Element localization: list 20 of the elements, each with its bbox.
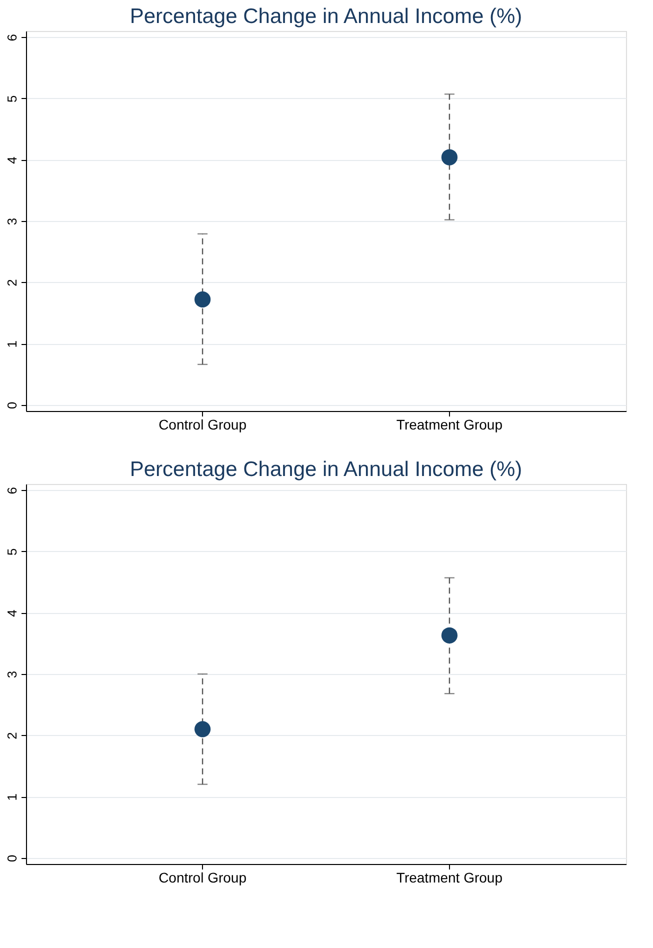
y-tick-label: 6 xyxy=(4,34,20,42)
y-tick-label: 0 xyxy=(4,402,20,409)
y-tick-label: 3 xyxy=(4,218,20,226)
y-tick-label: 1 xyxy=(4,793,20,801)
y-tick-label: 2 xyxy=(4,279,20,286)
y-tick-label: 2 xyxy=(4,732,20,740)
y-tick-label: 1 xyxy=(4,340,20,348)
y-tick-label: 4 xyxy=(4,156,20,164)
y-tick-label: 3 xyxy=(4,670,20,678)
chart-title: Percentage Change in Annual Income (%) xyxy=(130,5,522,28)
chart-title: Percentage Change in Annual Income (%) xyxy=(130,458,522,481)
x-tick-label: Control Group xyxy=(158,870,247,886)
y-tick-label: 6 xyxy=(4,487,20,494)
x-tick-label: Control Group xyxy=(158,416,247,432)
x-tick-label: Treatment Group xyxy=(396,416,503,432)
y-tick-label: 5 xyxy=(4,548,20,556)
y-tick-label: 4 xyxy=(4,610,20,617)
x-tick-label: Treatment Group xyxy=(396,870,503,886)
y-tick-label: 0 xyxy=(4,854,20,862)
y-tick-label: 5 xyxy=(4,95,20,103)
